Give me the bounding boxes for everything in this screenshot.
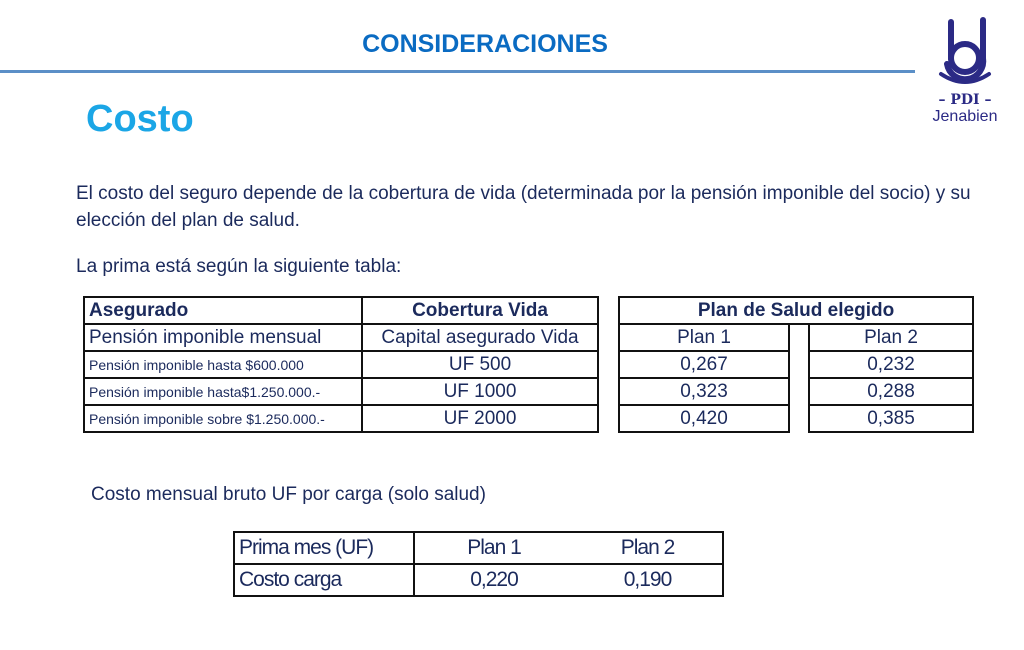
spacer — [788, 324, 810, 351]
table-intro: La prima está según la siguiente tabla: — [76, 256, 402, 277]
cell: Costo carga — [234, 564, 415, 596]
spacer — [788, 405, 810, 432]
cell: 0,385 — [808, 404, 974, 433]
cell: UF 500 — [361, 350, 599, 379]
cell: 0,323 — [618, 377, 790, 406]
cell: 0,288 — [808, 377, 974, 406]
cell: UF 2000 — [361, 404, 599, 433]
table-row: Pensión imponible hasta$1.250.000.- UF 10… — [83, 377, 599, 406]
header-plan-salud: Plan de Salud elegido — [618, 296, 974, 325]
dependent-cost-table: Prima mes (UF) Plan 1 Plan 2 Costo carga 0,… — [233, 531, 724, 597]
cell: 0,232 — [808, 350, 974, 379]
pdi-logo: – PDI – Jenabien — [925, 14, 1005, 125]
health-plan-table: Plan de Salud elegido Plan 1 Plan 2 0,267… — [618, 296, 974, 433]
spacer — [788, 378, 810, 405]
logo-icon: – PDI – Jenabien — [933, 17, 998, 125]
table-row: Costo carga 0,220 0,190 — [234, 564, 723, 596]
column-header: Plan 1 — [618, 323, 790, 352]
svg-text:Jenabien: Jenabien — [933, 108, 998, 124]
column-header: Plan 2 — [620, 536, 676, 559]
slide-title: Costo — [86, 98, 194, 140]
subheader: Pensión imponible mensual — [83, 323, 363, 352]
table-row: Pensión imponible sobre $1.250.000.- UF 2… — [83, 404, 599, 433]
cell: UF 1000 — [361, 377, 599, 406]
cell: Pensión imponible sobre $1.250.000.- — [83, 404, 363, 433]
table-row: 0,420 0,385 — [618, 404, 974, 433]
header-divider — [0, 70, 915, 73]
table-row: 0,323 0,288 — [618, 377, 974, 406]
header-cobertura: Cobertura Vida — [361, 296, 599, 325]
cell: Pensión imponible hasta $600.000 — [83, 350, 363, 379]
table-row: Pensión imponible hasta $600.000 UF 500 — [83, 350, 599, 379]
svg-text:– PDI –: – PDI – — [939, 92, 992, 108]
bottom-caption: Costo mensual bruto UF por carga (solo s… — [91, 484, 486, 505]
cell: 0,220 — [470, 568, 519, 591]
cell: 0,267 — [618, 350, 790, 379]
cell: 0,190 — [623, 568, 673, 591]
header-asegurado: Asegurado — [83, 296, 363, 325]
table-row: 0,267 0,232 — [618, 350, 974, 379]
header-prima: Prima mes (UF) — [234, 532, 415, 564]
subheader: Capital asegurado Vida — [361, 323, 599, 352]
column-header: Plan 1 — [467, 536, 522, 559]
spacer — [788, 351, 810, 378]
cell: Pensión imponible hasta$1.250.000.- — [83, 377, 363, 406]
header-title: CONSIDERACIONES — [362, 30, 608, 58]
coverage-table: Asegurado Cobertura Vida Pensión imponibl… — [83, 296, 599, 433]
cell: 0,420 — [618, 404, 790, 433]
column-header: Plan 2 — [808, 323, 974, 352]
description-paragraph: El costo del seguro depende de la cobert… — [76, 183, 971, 231]
